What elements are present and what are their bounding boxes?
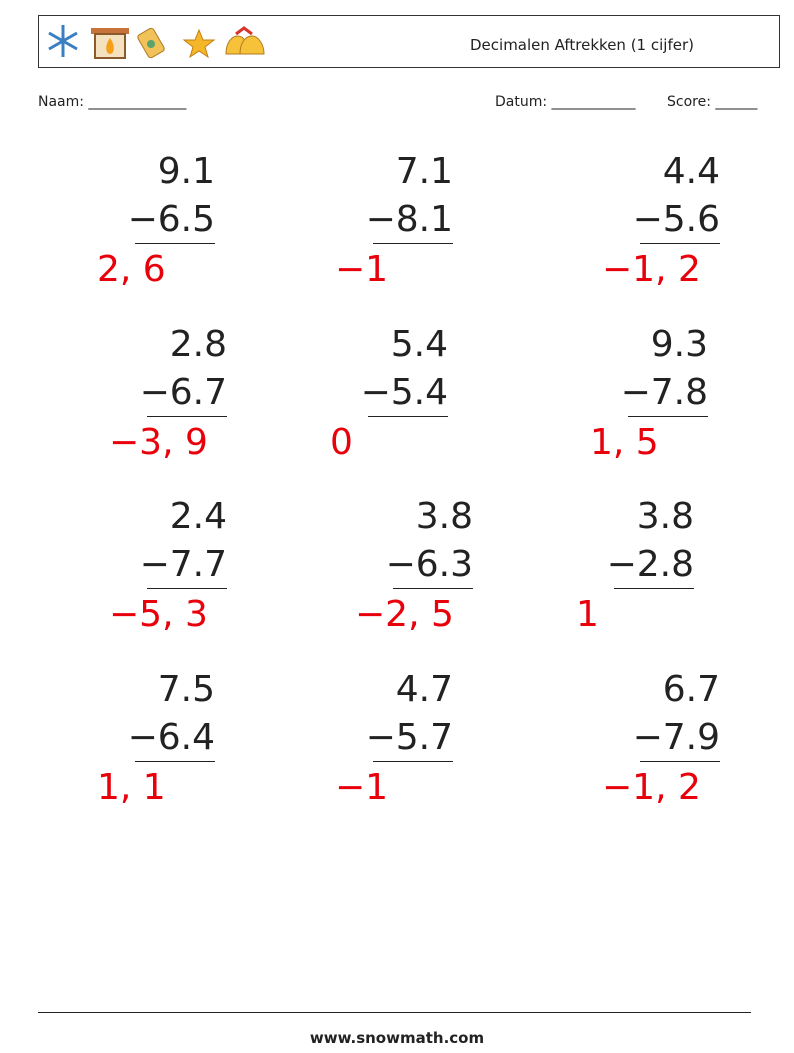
subtrahend: −5.7 [365,716,453,758]
subtrahend: −6.7 [139,371,227,413]
subtrahend: −5.6 [632,199,720,240]
answer-line [368,415,448,417]
minuend: 9.1 [157,151,215,192]
answer: 2, 6 [97,249,166,290]
answer: −1, 2 [602,249,701,290]
answer: 1 [576,594,599,635]
subtrahend: −6.3 [385,544,473,585]
minuend: 5.4 [390,323,448,365]
answer: 0 [330,421,353,463]
subtrahend: −2.8 [606,544,694,585]
answer-line [147,415,227,417]
answer-line [373,760,453,762]
answer: −2, 5 [355,594,454,635]
answer: −1 [335,249,389,290]
footer-rule [38,1012,751,1013]
subtrahend: −7.7 [139,544,227,585]
minuend: 3.8 [415,496,473,537]
answer-line [614,588,694,589]
minuend: 7.5 [157,668,215,710]
answer-line [393,588,473,589]
answer-line [147,588,227,589]
answer-line [640,760,720,762]
subtrahend: −8.1 [365,199,453,240]
subtrahend: −6.5 [127,199,215,240]
minuend: 9.3 [650,323,708,365]
answer: −3, 9 [109,421,208,463]
subtrahend: −5.4 [360,371,448,413]
score-field: Score: ______ [667,94,758,110]
minuend: 2.4 [169,496,227,537]
minuend: 4.4 [662,151,720,192]
answer: 1, 1 [97,766,166,808]
snowflake-icon [48,25,78,57]
tag-icon [137,27,165,59]
answer: −1 [335,766,389,808]
answer-line [640,243,720,244]
minuend: 2.8 [169,323,227,365]
answer-line [628,415,708,417]
answer: −5, 3 [109,594,208,635]
minuend: 7.1 [395,151,453,192]
header-icons [48,25,265,59]
subtrahend: −6.4 [127,716,215,758]
name-field: Naam: ______________ [38,94,187,110]
answer: 1, 5 [590,421,659,463]
date-field: Datum: ____________ [495,94,636,110]
header-box [38,15,780,68]
answer: −1, 2 [602,766,701,808]
answer-line [373,243,453,244]
answer-line [135,243,215,244]
subtrahend: −7.9 [632,716,720,758]
subtrahend: −7.8 [620,371,708,413]
bells-icon [225,26,265,55]
header-title: Decimalen Aftrekken (1 cijfer) [470,36,694,54]
footer-url: www.snowmath.com [309,1029,485,1047]
minuend: 6.7 [662,668,720,710]
answer-line [135,760,215,762]
minuend: 4.7 [395,668,453,710]
fireplace-icon [91,28,129,59]
minuend: 3.8 [636,496,694,537]
star-icon [182,28,216,59]
